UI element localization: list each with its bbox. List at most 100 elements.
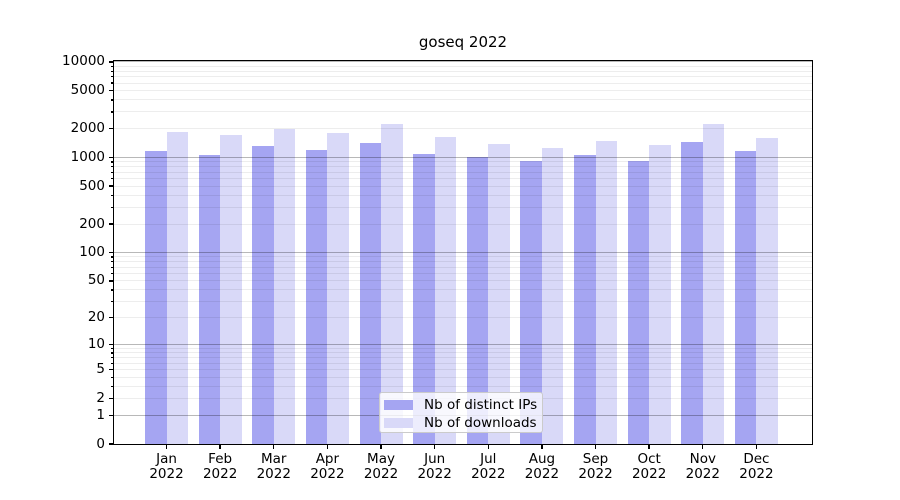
gridline — [114, 369, 812, 371]
x-tick — [273, 445, 275, 449]
x-tick-month: Feb — [208, 451, 233, 467]
y-tick-label: 20 — [87, 309, 105, 326]
y-minor-tick — [111, 300, 114, 303]
y-minor-tick — [111, 347, 114, 350]
x-tick-month: May — [367, 451, 395, 467]
y-minor-tick — [111, 166, 114, 168]
gridline — [114, 261, 812, 263]
x-tick-label-jun: Jun 2022 — [407, 452, 463, 482]
x-tick — [326, 445, 329, 449]
chart-title: goseq 2022 — [418, 33, 508, 51]
x-tick-label-nov: Nov 2022 — [675, 452, 731, 482]
gridline — [114, 289, 812, 291]
x-tick — [380, 445, 382, 449]
y-minor-tick — [111, 65, 114, 68]
bar-jul-distinct-ips — [466, 157, 489, 444]
gridline — [114, 111, 812, 113]
x-tick — [594, 445, 597, 449]
gridline — [114, 280, 812, 282]
gridline — [114, 362, 812, 364]
gridline — [114, 76, 812, 78]
y-minor-tick — [111, 256, 114, 258]
y-minor-tick — [111, 261, 114, 263]
y-minor-tick — [111, 194, 114, 197]
y-minor-tick — [111, 76, 114, 78]
y-minor-tick — [111, 376, 114, 378]
y-tick-label: 5000 — [70, 82, 105, 99]
y-minor-tick — [111, 357, 114, 359]
gridline — [114, 156, 812, 158]
plot-area: Nb of distinct IPs Nb of downloads — [113, 60, 813, 445]
y-tick — [108, 90, 114, 92]
gridline — [114, 82, 812, 84]
x-tick-year: 2022 — [363, 466, 399, 482]
y-minor-tick — [111, 161, 114, 163]
legend-swatch-distinct-ips — [384, 399, 413, 411]
x-tick — [433, 445, 436, 449]
y-minor-tick — [111, 177, 114, 180]
x-tick-month: Mar — [261, 451, 287, 467]
bar-jan-distinct-ips — [145, 150, 167, 444]
y-tick-label: 1000 — [70, 148, 105, 165]
gridline — [114, 61, 812, 63]
y-minor-tick — [111, 111, 114, 113]
x-tick — [755, 445, 758, 449]
y-tick — [108, 414, 114, 416]
legend-swatch-downloads — [384, 417, 413, 429]
gridline — [114, 70, 812, 72]
y-tick — [108, 368, 114, 371]
y-minor-tick — [111, 266, 114, 268]
gridline — [114, 223, 812, 225]
legend-item-downloads: Nb of downloads — [384, 414, 542, 432]
y-minor-tick — [111, 171, 114, 173]
x-tick-month: Nov — [689, 451, 716, 467]
legend-label-distinct-ips: Nb of distinct IPs — [424, 397, 538, 413]
y-tick-label: 10 — [87, 336, 105, 353]
x-tick-year: 2022 — [310, 466, 345, 482]
x-tick-year: 2022 — [685, 466, 720, 482]
gridline — [114, 185, 812, 187]
gridline — [114, 317, 812, 319]
y-minor-tick — [111, 385, 114, 388]
y-tick-label: 5 — [96, 361, 105, 378]
legend-label-downloads: Nb of downloads — [424, 415, 537, 431]
y-tick — [108, 317, 114, 319]
x-tick-year: 2022 — [739, 466, 774, 482]
x-tick-month: Dec — [743, 451, 770, 467]
y-minor-tick — [111, 99, 114, 101]
x-tick-label-sep: Sep 2022 — [568, 452, 624, 482]
gridline — [114, 376, 812, 378]
bar-apr-distinct-ips — [305, 150, 328, 444]
y-tick — [108, 223, 114, 225]
gridline — [114, 178, 812, 180]
y-tick — [108, 156, 114, 159]
x-tick — [541, 445, 543, 449]
y-tick-label: 50 — [87, 272, 105, 289]
x-tick — [165, 445, 168, 449]
bar-feb-distinct-ips — [198, 154, 221, 444]
gridline — [114, 161, 812, 163]
y-tick-label: 0 — [96, 435, 105, 452]
y-minor-tick — [111, 82, 114, 84]
x-tick — [702, 445, 704, 449]
x-tick-month: Jul — [480, 451, 497, 467]
bar-jun-downloads — [434, 137, 457, 444]
x-tick-label-jul: Jul 2022 — [460, 452, 516, 482]
y-minor-tick — [111, 289, 114, 291]
gridline — [114, 171, 812, 173]
gridline — [114, 386, 812, 387]
x-tick-label-oct: Oct 2022 — [621, 452, 677, 482]
bar-oct-downloads — [649, 145, 671, 444]
x-tick-year: 2022 — [578, 466, 613, 482]
bar-aug-distinct-ips — [520, 161, 542, 444]
gridline — [114, 252, 812, 254]
bar-mar-distinct-ips — [252, 146, 274, 444]
gridline — [114, 348, 812, 349]
y-tick — [108, 443, 114, 445]
y-tick — [108, 280, 114, 282]
bar-jul-downloads — [488, 143, 510, 444]
y-minor-tick — [111, 352, 114, 354]
bar-may-distinct-ips — [359, 143, 382, 444]
x-tick-year: 2022 — [524, 466, 560, 482]
x-tick — [487, 445, 489, 449]
